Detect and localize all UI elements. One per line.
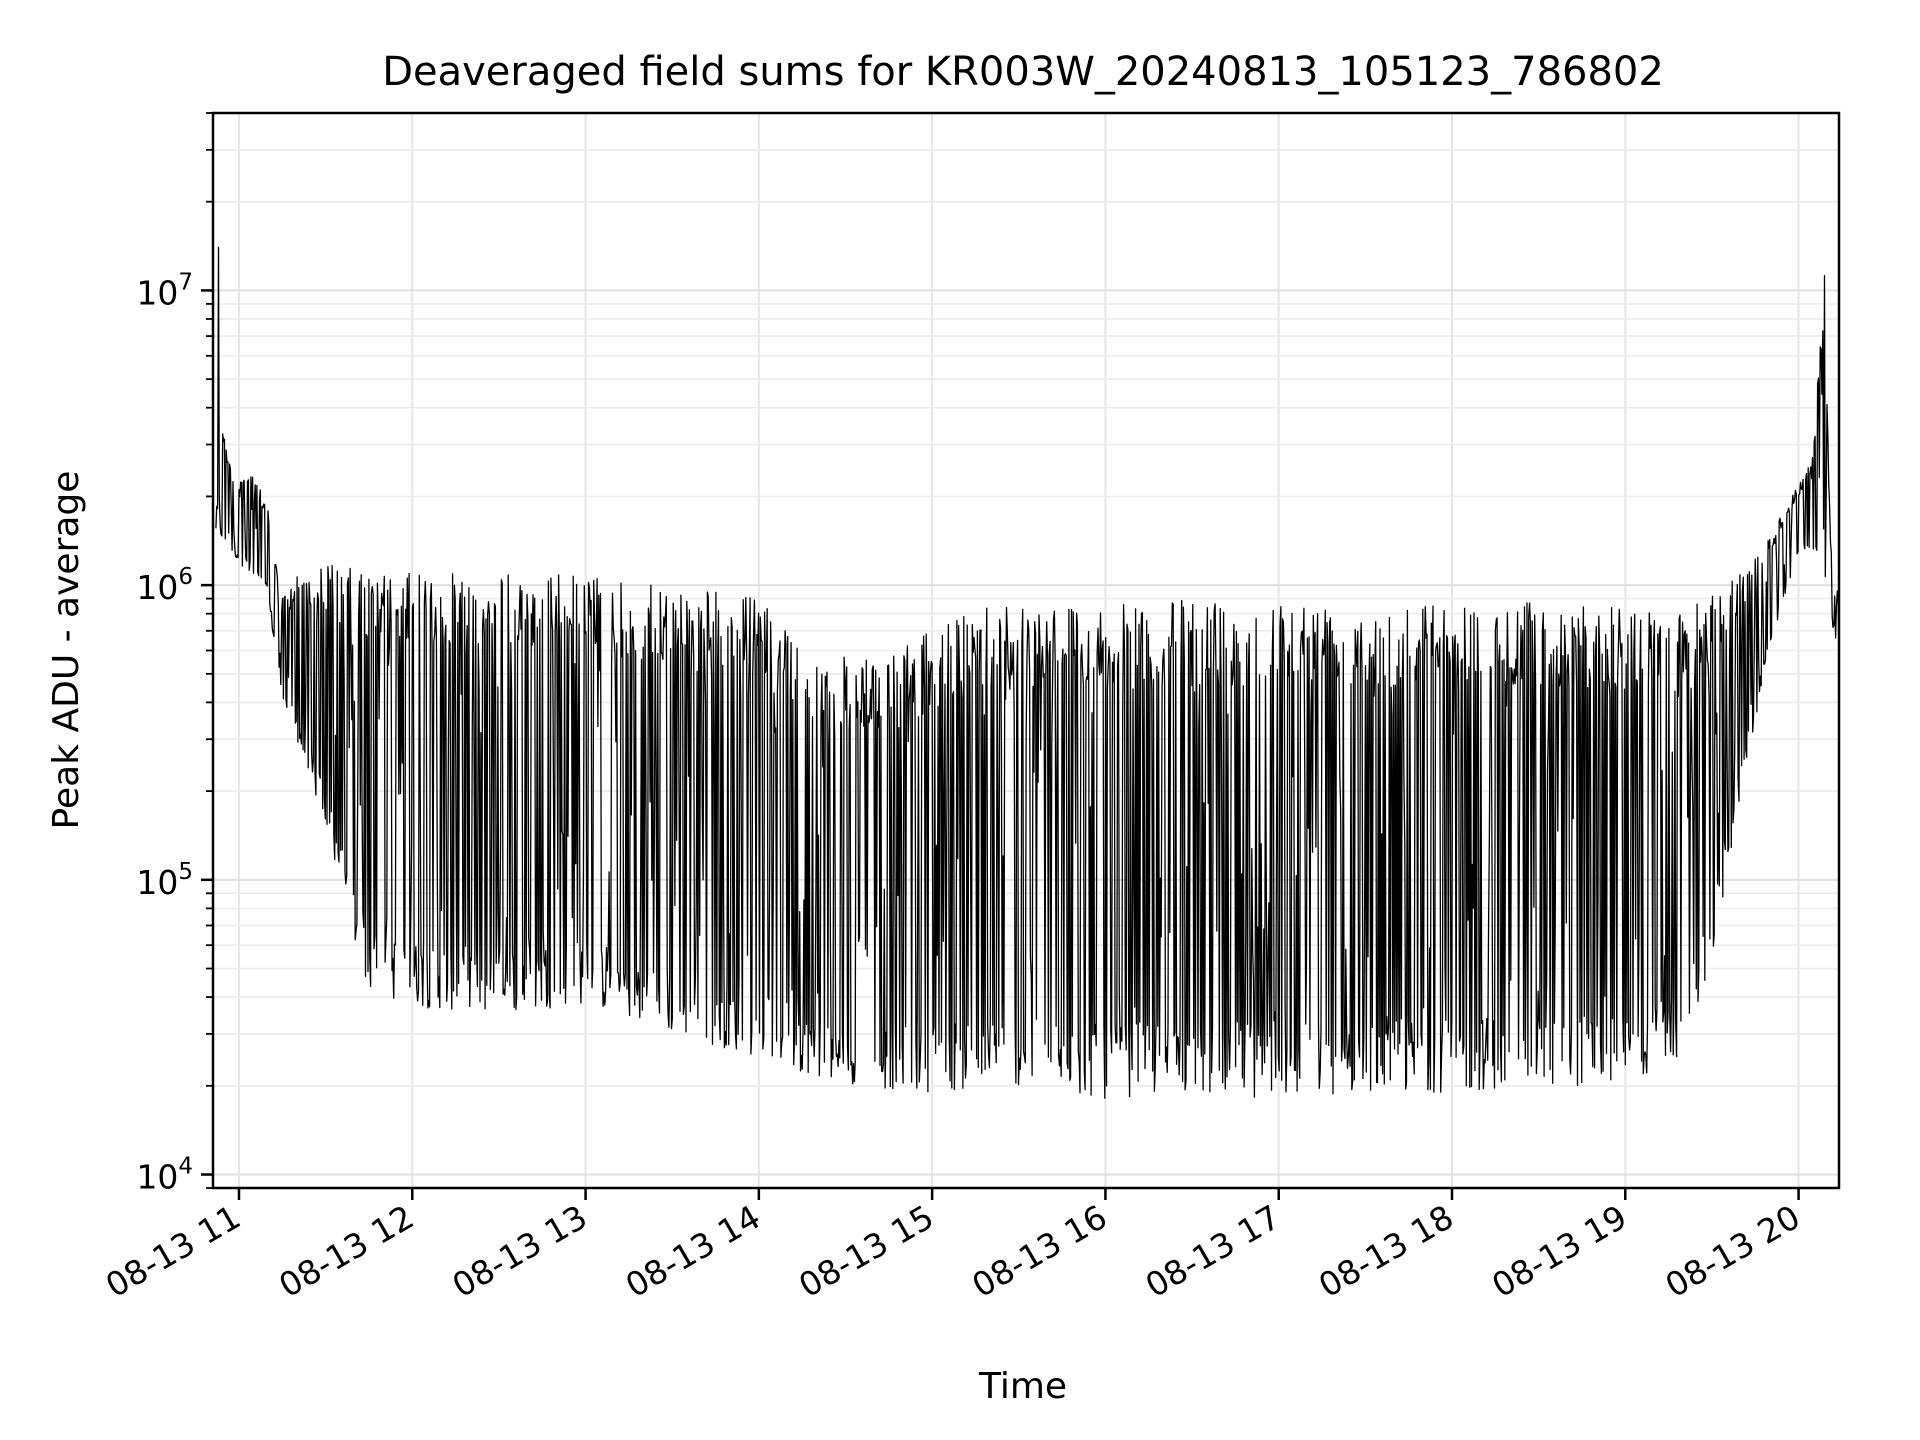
chart-title: Deaveraged field sums for KR003W_2024081… [382, 49, 1664, 95]
series-path [215, 246, 1840, 1099]
y-tick-label: 106 [136, 564, 193, 607]
x-tick-label: 08-13 11 [99, 1197, 247, 1305]
y-axis: 104 105 106 107 [136, 112, 213, 1197]
y-tick-label: 104 [136, 1154, 193, 1197]
series-line [215, 246, 1840, 1099]
x-axis-label: Time [978, 1366, 1067, 1407]
y-tick-label: 107 [136, 269, 193, 312]
x-tick-label: 08-13 13 [446, 1197, 594, 1305]
x-tick-label: 08-13 20 [1659, 1197, 1807, 1305]
x-tick-label: 08-13 18 [1312, 1197, 1460, 1305]
x-tick-label: 08-13 15 [792, 1197, 940, 1305]
y-axis-label: Peak ADU - average [46, 471, 87, 830]
x-tick-label: 08-13 14 [619, 1197, 767, 1305]
x-tick-label: 08-13 16 [965, 1197, 1113, 1305]
x-tick-label: 08-13 17 [1139, 1197, 1287, 1305]
x-tick-label: 08-13 12 [272, 1197, 420, 1305]
y-tick-label: 105 [136, 859, 193, 902]
x-axis: 08-13 11 08-13 12 08-13 13 08-13 14 08-13 15… [99, 1188, 1807, 1305]
x-tick-label: 08-13 19 [1485, 1197, 1633, 1305]
